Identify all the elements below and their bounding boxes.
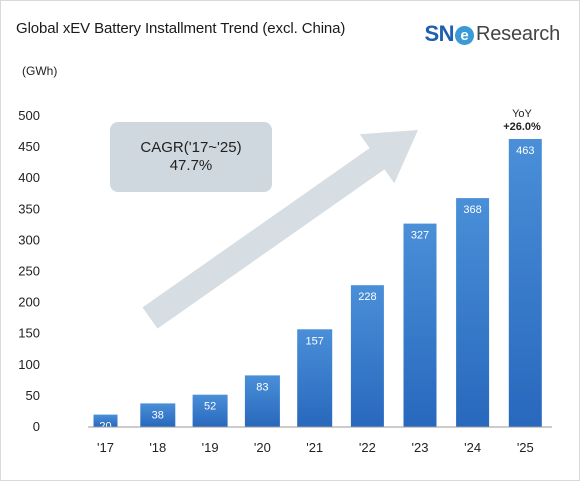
y-tick-label: 250 <box>18 264 40 279</box>
x-tick-label: '25 <box>517 440 534 455</box>
y-tick-label: 200 <box>18 295 40 310</box>
sne-research-logo: SN e Research <box>424 18 560 50</box>
bar-value-label: 83 <box>256 381 268 393</box>
x-tick-label: '22 <box>359 440 376 455</box>
yoy-value: +26.0% <box>503 121 541 133</box>
bar-value-label: 368 <box>463 204 481 216</box>
bar-value-label: 157 <box>306 335 324 347</box>
y-tick-label: 100 <box>18 357 40 372</box>
bar-value-label: 327 <box>411 230 429 242</box>
y-tick-label: 350 <box>18 201 40 216</box>
bar-19 <box>192 394 228 427</box>
bar-value-label: 38 <box>152 409 164 421</box>
logo-sn-text: SN <box>424 21 454 46</box>
bar-17 <box>93 414 118 427</box>
y-tick-label: 500 <box>18 108 40 123</box>
x-tick-label: '18 <box>149 440 166 455</box>
bar-20 <box>244 375 280 427</box>
x-tick-label: '20 <box>254 440 271 455</box>
y-tick-label: 450 <box>18 139 40 154</box>
y-tick-label: 300 <box>18 232 40 247</box>
bar-21 <box>297 329 333 427</box>
x-tick-label: '17 <box>97 440 114 455</box>
cagr-annotation-box: CAGR('17~'25) 47.7% <box>110 122 272 192</box>
bar-value-label: 228 <box>358 291 376 303</box>
bar-23 <box>403 223 437 427</box>
x-tick-label: '23 <box>412 440 429 455</box>
yoy-annotation: YoY +26.0% <box>492 108 552 134</box>
bar-22 <box>350 285 384 427</box>
x-tick-label: '19 <box>202 440 219 455</box>
bar-25 <box>508 139 542 427</box>
cagr-label: CAGR('17~'25) <box>140 139 242 156</box>
logo-e-icon: e <box>455 25 474 45</box>
bar-value-label: 463 <box>516 145 534 157</box>
yoy-label: YoY <box>512 108 532 120</box>
x-tick-label: '24 <box>464 440 481 455</box>
y-tick-label: 0 <box>33 419 40 434</box>
chart-title: Global xEV Battery Installment Trend (ex… <box>16 20 346 37</box>
y-axis-unit: (GWh) <box>22 64 58 78</box>
y-tick-label: 150 <box>18 326 40 341</box>
x-tick-label: '21 <box>306 440 323 455</box>
growth-arrow-shape <box>142 130 418 329</box>
cagr-value: 47.7% <box>169 157 213 174</box>
logo-research-text: Research <box>476 22 560 45</box>
bar-value-label: 52 <box>204 401 216 413</box>
y-tick-label: 50 <box>26 388 40 403</box>
bar-18 <box>140 403 176 427</box>
bar-24 <box>456 198 490 427</box>
y-tick-label: 400 <box>18 170 40 185</box>
